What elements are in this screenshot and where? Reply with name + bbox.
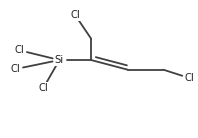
Text: Cl: Cl <box>11 64 21 74</box>
Text: Cl: Cl <box>39 83 49 93</box>
Text: Cl: Cl <box>70 10 80 20</box>
Text: Cl: Cl <box>15 45 25 55</box>
Text: Si: Si <box>55 55 64 65</box>
Text: Cl: Cl <box>184 73 194 83</box>
